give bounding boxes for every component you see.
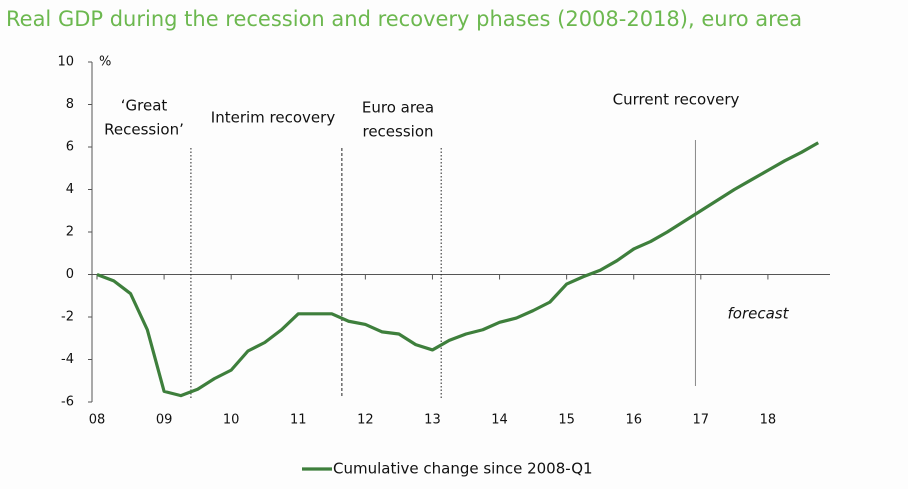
x-tick-label: 09 — [156, 413, 173, 428]
x-tick-label: 08 — [89, 413, 106, 428]
annotation: forecast — [728, 305, 790, 323]
x-tick-label: 16 — [625, 413, 642, 428]
x-tick-label: 11 — [290, 413, 307, 428]
legend-label: Cumulative change since 2008-Q1 — [333, 460, 593, 478]
y-tick-label: 8 — [66, 97, 74, 112]
annotation: Interim recovery — [211, 109, 336, 127]
x-tick-label: 14 — [491, 413, 508, 428]
x-tick-label: 17 — [693, 413, 710, 428]
chart-title: Real GDP during the recession and recove… — [6, 7, 802, 31]
x-tick-label: 15 — [558, 413, 575, 428]
y-tick-label: 10 — [57, 55, 74, 70]
annotation: Current recovery — [613, 91, 740, 109]
y-tick-label: 0 — [66, 267, 74, 282]
y-tick-label: 2 — [66, 225, 74, 240]
x-tick-label: 13 — [424, 413, 441, 428]
x-tick-label: 18 — [760, 413, 777, 428]
x-tick-label: 12 — [357, 413, 374, 428]
annotation: Recession’ — [104, 121, 184, 139]
annotation: recession — [362, 123, 433, 141]
y-axis-label: % — [99, 55, 111, 70]
y-tick-label: 6 — [66, 140, 74, 155]
annotation: ‘Great — [121, 97, 168, 115]
annotation: Euro area — [362, 99, 434, 117]
data-line — [96, 141, 820, 398]
y-tick-label: -6 — [61, 395, 74, 410]
y-tick-label: -4 — [61, 352, 74, 367]
x-tick-label: 10 — [223, 413, 240, 428]
y-tick-label: 4 — [66, 182, 74, 197]
y-tick-label: -2 — [61, 310, 74, 325]
